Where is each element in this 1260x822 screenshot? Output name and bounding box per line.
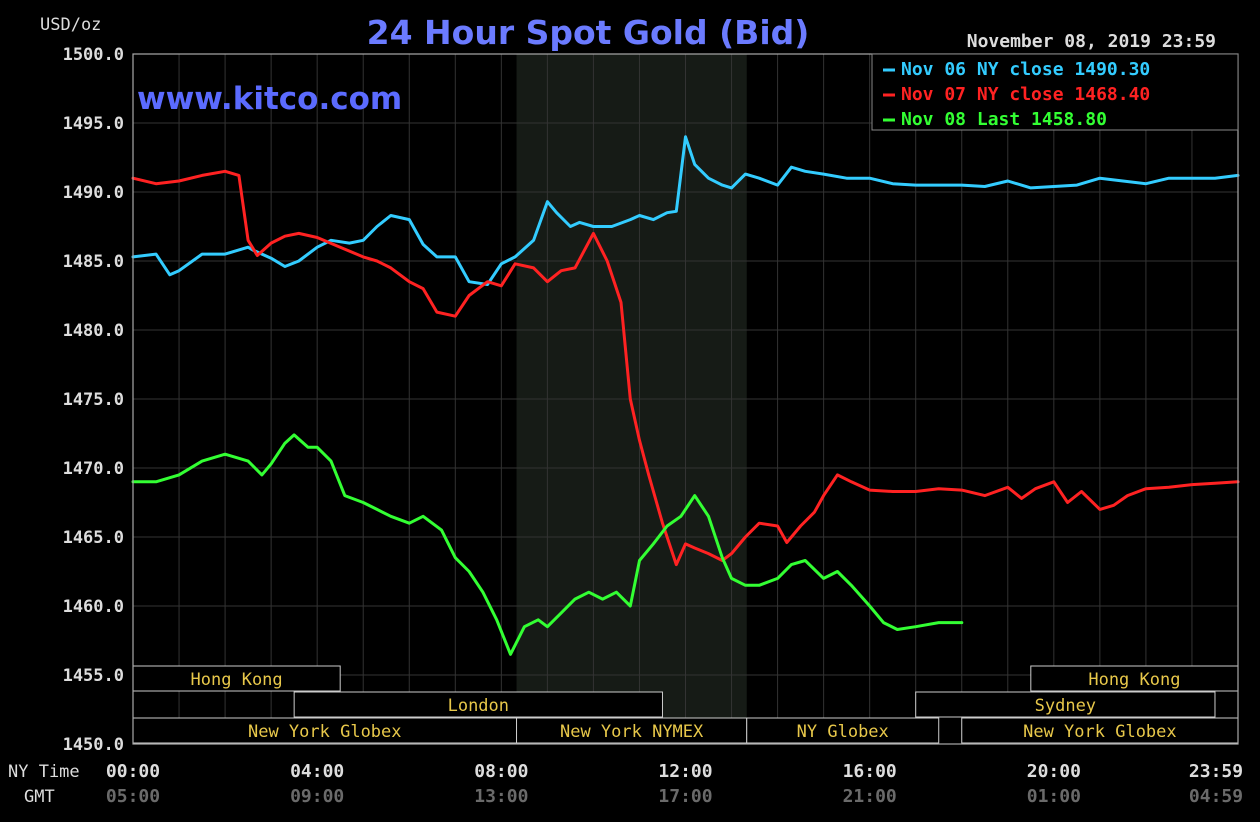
x-tick-label-gmt: 01:00 bbox=[1027, 786, 1081, 807]
y-tick-label: 1475.0 bbox=[63, 390, 124, 410]
session-box bbox=[746, 717, 940, 744]
y-tick-label: 1480.0 bbox=[63, 321, 124, 341]
market-sessions: Hong Kong Hong Kong London Sydney New York G… bbox=[132, 665, 1239, 744]
x-tick-label-ny: 16:00 bbox=[843, 761, 897, 782]
y-tick-label: 1470.0 bbox=[63, 459, 124, 479]
chart-title: 24 Hour Spot Gold (Bid) bbox=[367, 13, 810, 52]
x-tick-label-ny: 04:00 bbox=[290, 761, 344, 782]
x-tick-label-gmt: 17:00 bbox=[658, 786, 712, 807]
session-box bbox=[293, 691, 663, 718]
x-tick-label-ny: 08:00 bbox=[474, 761, 528, 782]
x-tick-label-gmt: 09:00 bbox=[290, 786, 344, 807]
session-box bbox=[961, 717, 1239, 744]
kitco-watermark: www.kitco.com bbox=[137, 81, 402, 117]
y-axis-ticks: 1450.0 1455.0 1460.0 1465.0 1470.0 1475.0 1480… bbox=[63, 45, 124, 755]
gmt-row-label: GMT bbox=[24, 787, 55, 807]
chart-date-label: November 08, 2019 23:59 bbox=[967, 31, 1216, 52]
y-tick-label: 1460.0 bbox=[63, 597, 124, 617]
session-label: New York NYMEX bbox=[560, 722, 704, 742]
session-label: Hong Kong bbox=[1088, 670, 1180, 690]
y-tick-label: 1455.0 bbox=[63, 666, 124, 686]
session-box bbox=[132, 665, 341, 692]
x-tick-label-gmt: 13:00 bbox=[474, 786, 528, 807]
y-axis-unit-label: USD/oz bbox=[40, 15, 101, 35]
y-tick-label: 1485.0 bbox=[63, 252, 124, 272]
x-axis-ticks: 00:00 05:00 04:00 09:00 08:00 13:00 12:00 17:00… bbox=[106, 761, 1243, 807]
y-tick-label: 1490.0 bbox=[63, 183, 124, 203]
session-box bbox=[1030, 665, 1239, 692]
x-tick-label-gmt: 21:00 bbox=[843, 786, 897, 807]
ny-time-row-label: NY Time bbox=[8, 762, 80, 782]
x-tick-label-gmt: 05:00 bbox=[106, 786, 160, 807]
legend-entry: Nov 06 NY close 1490.30 bbox=[901, 59, 1150, 80]
session-label: New York Globex bbox=[248, 722, 402, 742]
x-tick-label-ny: 00:00 bbox=[106, 761, 160, 782]
session-box bbox=[516, 717, 748, 744]
legend-box bbox=[871, 53, 1239, 131]
plot-frame bbox=[132, 53, 1239, 745]
session-label: Sydney bbox=[1035, 696, 1096, 716]
session-label: Hong Kong bbox=[191, 670, 283, 690]
legend-entry: Nov 07 NY close 1468.40 bbox=[901, 84, 1150, 105]
y-tick-label: 1495.0 bbox=[63, 114, 124, 134]
x-tick-label-ny: 23:59 bbox=[1189, 761, 1243, 782]
session-box bbox=[132, 717, 518, 744]
session-box bbox=[915, 691, 1216, 718]
legend: Nov 06 NY close 1490.30 Nov 07 NY close 1… bbox=[883, 59, 1150, 130]
series-line-3 bbox=[131, 433, 964, 656]
x-tick-label-ny: 12:00 bbox=[658, 761, 712, 782]
session-label: New York Globex bbox=[1023, 722, 1177, 742]
x-tick-label-gmt: 04:59 bbox=[1189, 786, 1243, 807]
y-tick-label: 1500.0 bbox=[63, 45, 124, 65]
price-series bbox=[131, 135, 1240, 656]
series-line-1 bbox=[131, 135, 1240, 286]
session-label: NY Globex bbox=[797, 722, 889, 742]
legend-entry: Nov 08 Last 1458.80 bbox=[901, 109, 1107, 130]
session-label: London bbox=[448, 696, 509, 716]
y-tick-label: 1450.0 bbox=[63, 735, 124, 755]
y-tick-label: 1465.0 bbox=[63, 528, 124, 548]
series-line-2 bbox=[131, 169, 1240, 567]
x-tick-label-ny: 20:00 bbox=[1027, 761, 1081, 782]
